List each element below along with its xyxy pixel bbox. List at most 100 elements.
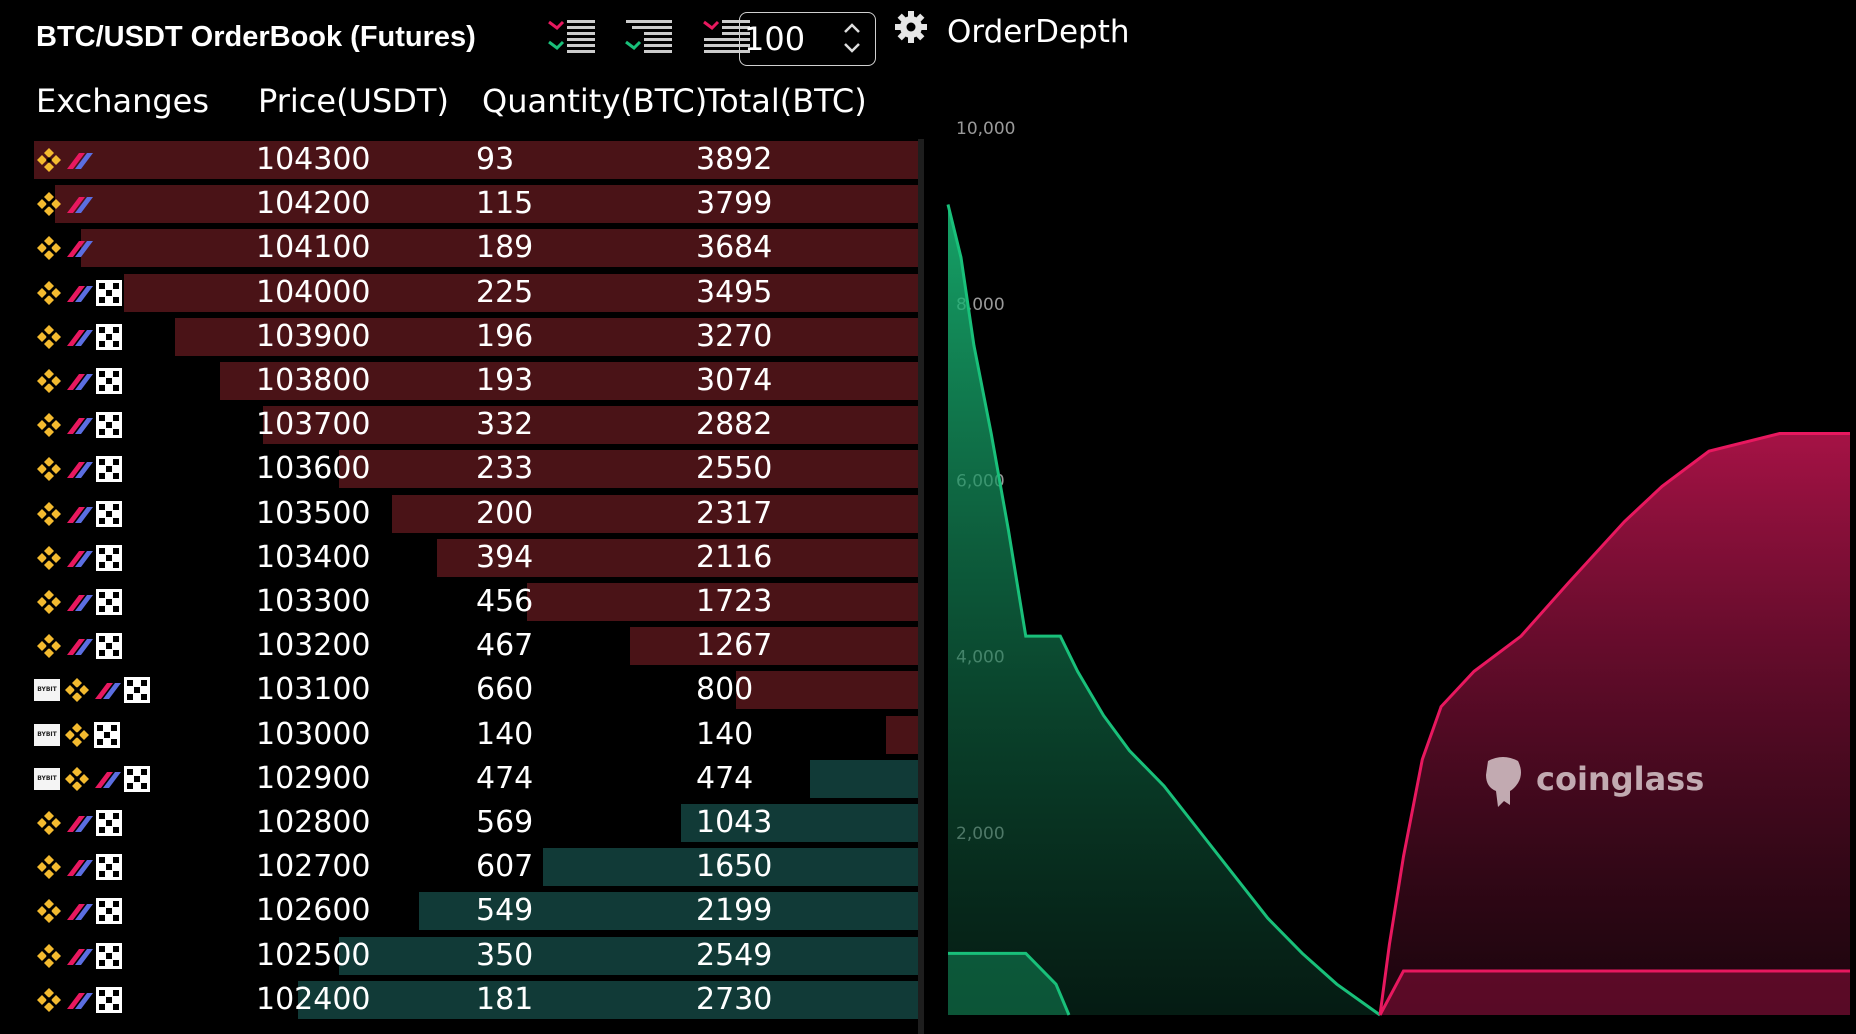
bid-depth-bar: [298, 980, 918, 1019]
bids-only-view-icon: [625, 20, 672, 53]
bid-depth-line: [946, 204, 1381, 1017]
asks-only-view-button[interactable]: [700, 14, 754, 58]
ask-row[interactable]: 103900 196 3270: [34, 316, 918, 358]
okx-logo-icon: [92, 720, 122, 750]
total-cell: 3495: [696, 274, 773, 310]
ask-row[interactable]: BYBIT 103000 140 140: [34, 714, 918, 756]
chevron-up-icon[interactable]: [843, 21, 861, 35]
total-cell: 2882: [696, 407, 773, 443]
quantity-cell: 474: [476, 760, 534, 796]
bitget-logo-icon: [64, 587, 94, 617]
okx-logo-icon: [94, 587, 124, 617]
ask-row[interactable]: 103300 456 1723: [34, 581, 918, 623]
okx-logo-icon: [94, 896, 124, 926]
bids-only-view-button[interactable]: [622, 14, 676, 58]
ask-depth-bar: [124, 273, 918, 312]
ask-depth-bar: [81, 229, 918, 268]
bid-row[interactable]: 102500 350 2549: [34, 935, 918, 977]
orderbook-scrollbar[interactable]: [918, 139, 924, 1034]
bitget-logo-icon: [64, 985, 94, 1015]
exchange-icons: [34, 499, 124, 529]
price-cell: 104000: [256, 274, 371, 310]
coinglass-logo-icon: [1486, 757, 1521, 807]
bid-row[interactable]: 102400 181 2730: [34, 979, 918, 1021]
exchange-icons: [34, 631, 124, 661]
bybit-logo-icon: BYBIT: [34, 767, 60, 790]
ask-row[interactable]: 104000 225 3495: [34, 272, 918, 314]
bitget-logo-icon: [64, 366, 94, 396]
exchange-icons: [34, 410, 124, 440]
total-cell: 2550: [696, 451, 773, 487]
ask-row[interactable]: 104200 115 3799: [34, 183, 918, 225]
ask-depth-bar: [630, 627, 918, 666]
price-cell: 104100: [256, 230, 371, 266]
binance-logo-icon: [34, 454, 64, 484]
bid-row[interactable]: 102700 607 1650: [34, 846, 918, 888]
bid-depth-small-area: [948, 953, 1069, 1015]
orderbook-table: 104300 93 3892 104200 115 3799 104100 189 3684 10…: [34, 139, 918, 1034]
exchange-icons: [34, 454, 124, 484]
ask-row[interactable]: 103600 233 2550: [34, 448, 918, 490]
quantity-cell: 569: [476, 805, 534, 840]
bitget-logo-icon: [64, 278, 94, 308]
gear-icon[interactable]: [892, 8, 930, 46]
total-cell: 800: [696, 672, 754, 708]
exchange-icons: [34, 941, 124, 971]
binance-logo-icon: [34, 499, 64, 529]
price-cell: 103300: [256, 584, 371, 619]
bitget-logo-icon: [64, 852, 94, 882]
both-sides-view-button[interactable]: [545, 14, 599, 58]
column-header-exchanges: Exchanges: [36, 82, 210, 120]
bitget-logo-icon: [92, 675, 122, 705]
bitget-logo-icon: [64, 941, 94, 971]
coinglass-watermark: coinglass: [1536, 760, 1705, 798]
bid-row[interactable]: 102800 569 1043: [34, 802, 918, 844]
exchange-icons: [34, 145, 94, 175]
ask-row[interactable]: BYBIT 103100 660 800: [34, 669, 918, 711]
ask-depth-bar: [527, 583, 918, 621]
okx-logo-icon: [122, 764, 152, 794]
ask-depth-bar: [55, 185, 918, 224]
ask-row[interactable]: 104100 189 3684: [34, 227, 918, 269]
bitget-logo-icon: [64, 145, 94, 175]
price-cell: 104200: [256, 186, 371, 222]
bid-row[interactable]: 102600 549 2199: [34, 890, 918, 932]
bid-depth-bar: [339, 936, 918, 975]
ask-row[interactable]: 103700 332 2882: [34, 404, 918, 446]
ask-row[interactable]: 103500 200 2317: [34, 493, 918, 535]
ask-depth-bar: [392, 494, 918, 533]
price-cell: 103600: [256, 451, 371, 487]
bid-row[interactable]: BYBIT 102900 474 474: [34, 758, 918, 800]
price-cell: 102500: [256, 937, 371, 973]
ask-row[interactable]: 103800 193 3074: [34, 360, 918, 402]
ask-depth-bar: [34, 141, 918, 179]
exchange-icons: [34, 543, 124, 573]
ask-row[interactable]: 104300 93 3892: [34, 139, 918, 181]
depth-select[interactable]: 100: [739, 12, 876, 66]
ask-row[interactable]: 103200 467 1267: [34, 625, 918, 667]
chevron-down-icon[interactable]: [843, 41, 861, 55]
binance-logo-icon: [34, 410, 64, 440]
ask-depth-bar: [263, 406, 918, 445]
total-cell: 474: [696, 760, 754, 796]
column-header-quantity: Quantity(BTC): [482, 82, 708, 120]
y-tick-label: 10,000: [956, 119, 1015, 139]
binance-logo-icon: [34, 587, 64, 617]
quantity-cell: 467: [476, 628, 534, 664]
exchange-icons: BYBIT: [34, 764, 152, 794]
exchange-icons: [34, 366, 124, 396]
okx-logo-icon: [94, 631, 124, 661]
binance-logo-icon: [34, 941, 64, 971]
price-cell: 102700: [256, 849, 371, 885]
total-cell: 3270: [696, 318, 773, 354]
okx-logo-icon: [94, 941, 124, 971]
bybit-logo-icon: BYBIT: [34, 723, 60, 746]
okx-logo-icon: [94, 366, 124, 396]
price-cell: 102600: [256, 893, 371, 929]
ask-row[interactable]: 103400 394 2116: [34, 537, 918, 579]
page-title: BTC/USDT OrderBook (Futures): [36, 21, 476, 53]
price-cell: 103900: [256, 318, 371, 354]
binance-logo-icon: [34, 189, 64, 219]
exchange-icons: [34, 852, 124, 882]
total-cell: 3684: [696, 230, 773, 266]
